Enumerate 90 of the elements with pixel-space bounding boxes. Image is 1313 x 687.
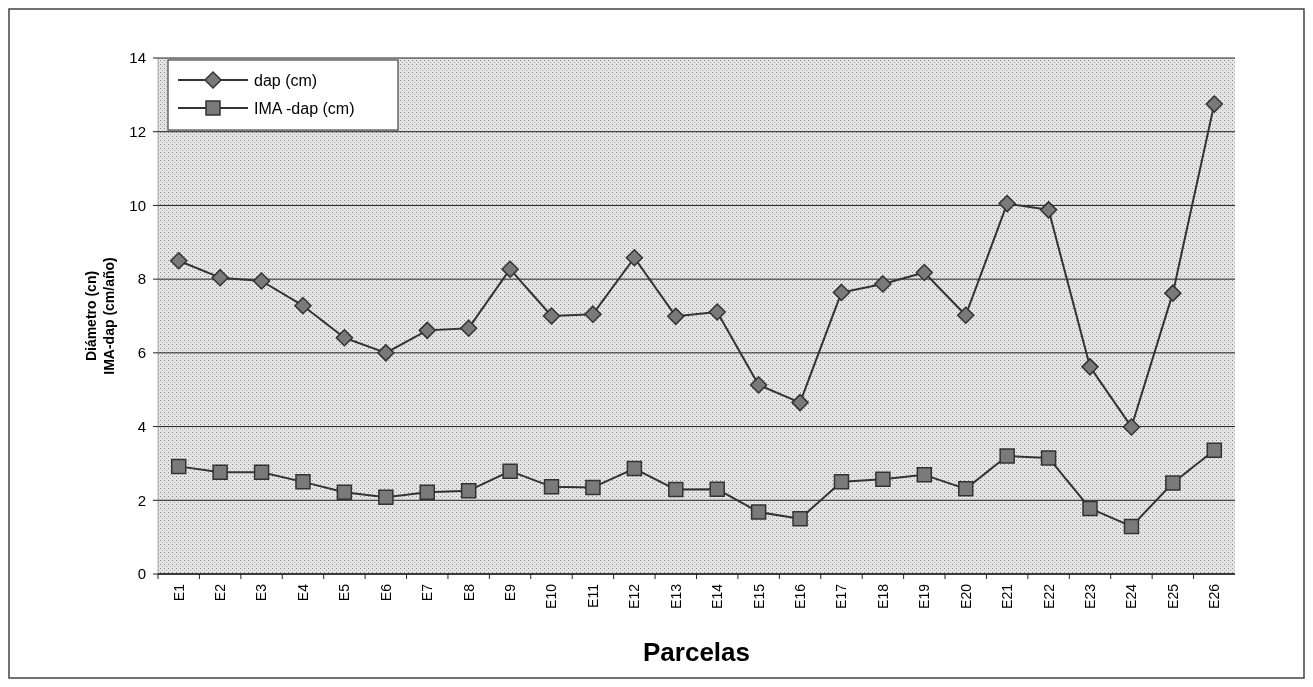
- point: [378, 489, 394, 506]
- point: [294, 296, 312, 315]
- x-tick-label: E26: [1206, 583, 1223, 609]
- y-tick-label: 4: [137, 417, 146, 435]
- x-tick-label: E14: [709, 583, 726, 609]
- point: [211, 268, 229, 287]
- x-axis-title: Parcelas: [643, 637, 750, 667]
- y-tick-label: 14: [129, 49, 146, 67]
- point: [584, 305, 602, 323]
- x-tick-label: E2: [212, 583, 229, 602]
- point: [998, 194, 1016, 213]
- point: [833, 474, 850, 490]
- point: [1039, 201, 1058, 219]
- point: [916, 467, 933, 483]
- y-tick-label: 2: [137, 491, 146, 509]
- x-tick-label: E6: [377, 583, 394, 602]
- point: [1082, 500, 1098, 517]
- point: [957, 306, 975, 325]
- x-tick-label: E22: [1040, 583, 1057, 609]
- point: [212, 464, 228, 481]
- point: [460, 482, 477, 499]
- x-tick-label: E25: [1164, 583, 1181, 609]
- point: [749, 376, 768, 394]
- x-tick-label: E24: [1123, 583, 1140, 609]
- point: [626, 460, 643, 477]
- point: [915, 263, 934, 282]
- point: [875, 471, 891, 488]
- y-tick-label: 6: [137, 344, 146, 362]
- point: [459, 319, 478, 337]
- point: [169, 251, 188, 270]
- point: [1081, 358, 1099, 376]
- point: [958, 481, 974, 497]
- point: [1165, 475, 1181, 491]
- x-tick-label: E15: [750, 583, 767, 609]
- x-tick-label: E20: [957, 583, 974, 609]
- point: [336, 484, 353, 500]
- x-tick-label: E8: [460, 583, 477, 602]
- x-tick-label: E21: [999, 583, 1016, 609]
- x-tick-label: E23: [1081, 583, 1098, 609]
- x-tick-label: E1: [170, 583, 187, 602]
- point: [1206, 442, 1223, 458]
- x-tick-label: E4: [294, 583, 311, 602]
- point: [542, 307, 561, 325]
- x-tick-label: E18: [874, 583, 891, 609]
- point: [502, 463, 518, 479]
- point: [874, 275, 892, 293]
- point: [543, 478, 560, 495]
- y-tick-label: 12: [129, 122, 146, 140]
- y-tick-label: 8: [137, 270, 146, 288]
- point: [170, 458, 187, 475]
- point: [625, 249, 644, 267]
- x-tick-label: E19: [916, 583, 933, 609]
- x-tick-label: E11: [584, 583, 601, 608]
- point: [419, 484, 435, 500]
- point: [295, 474, 311, 490]
- x-tick-label: E3: [253, 583, 270, 602]
- legend-label: IMA -dap (cm): [254, 99, 355, 117]
- x-tick-label: E7: [419, 583, 436, 602]
- point: [708, 303, 726, 321]
- x-tick-label: E5: [336, 583, 353, 602]
- point: [253, 464, 270, 481]
- x-tick-label: E16: [791, 583, 808, 609]
- point: [667, 307, 685, 326]
- point: [585, 479, 601, 496]
- point: [377, 344, 395, 362]
- x-tick-label: E9: [502, 583, 518, 602]
- point: [668, 481, 684, 498]
- point: [252, 272, 271, 290]
- point: [999, 448, 1015, 464]
- x-tick-label: E13: [667, 583, 684, 609]
- point: [335, 329, 354, 347]
- point: [1040, 450, 1057, 466]
- point: [1205, 95, 1224, 113]
- y-tick-label: 10: [129, 196, 146, 214]
- y-axis-title: Diámetro (cn) IMA-dap (cm/año): [83, 257, 117, 375]
- point: [709, 481, 725, 497]
- legend-label: dap (cm): [254, 71, 318, 89]
- point: [418, 321, 436, 340]
- point: [792, 510, 808, 527]
- x-tick-label: E10: [543, 583, 560, 609]
- point: [750, 504, 767, 520]
- point: [832, 283, 851, 302]
- y-tick-label: 0: [137, 565, 146, 583]
- x-tick-label: E12: [626, 583, 643, 609]
- point: [501, 260, 519, 278]
- point: [1123, 518, 1140, 535]
- x-tick-label: E17: [833, 583, 850, 609]
- point: [1122, 418, 1141, 436]
- point: [1164, 284, 1182, 302]
- point: [791, 393, 809, 412]
